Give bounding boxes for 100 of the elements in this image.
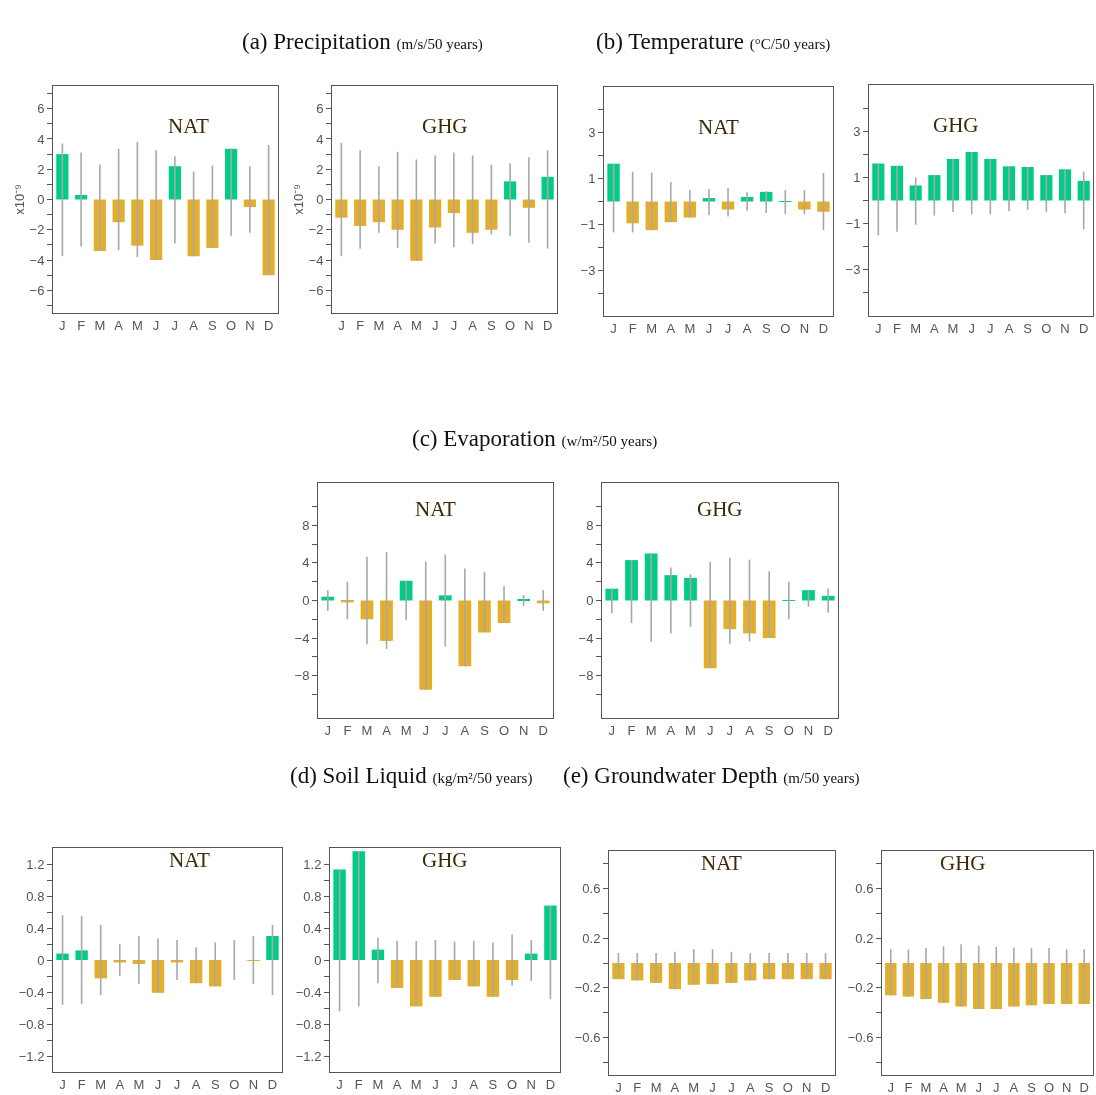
x-tick-label: M: [361, 722, 373, 738]
y-tick-label: −4: [294, 630, 310, 646]
x-tick-label: O: [226, 317, 237, 333]
x-tick-label: A: [114, 317, 124, 333]
x-tick-label: F: [627, 722, 636, 738]
x-tick-label: M: [920, 1079, 932, 1095]
x-tick-label: S: [1027, 1079, 1037, 1095]
x-tick-label: A: [670, 1079, 680, 1095]
x-tick-label: J: [887, 1079, 895, 1095]
x-tick-label: N: [799, 320, 810, 336]
x-tick-label: A: [666, 722, 676, 738]
y-tick-label: −8: [294, 668, 310, 684]
x-tick-label: M: [410, 1076, 422, 1092]
bar: [928, 175, 941, 201]
x-tick-label: S: [208, 317, 218, 333]
x-tick-label: J: [706, 722, 714, 738]
y-tick-label: −0.4: [18, 984, 45, 1000]
y-tick-label: 6: [37, 101, 45, 117]
bar: [872, 163, 885, 201]
x-tick-label: J: [608, 722, 616, 738]
x-tick-label: M: [650, 1079, 662, 1095]
x-tick-label: A: [468, 317, 478, 333]
chart-title: NAT: [701, 851, 742, 875]
bar: [984, 158, 997, 201]
x-tick-label: J: [993, 1079, 1000, 1095]
y-tick-label: −0.2: [847, 980, 874, 996]
x-tick-label: A: [382, 722, 392, 738]
x-tick-label: D: [542, 317, 553, 333]
bar: [817, 201, 830, 212]
x-tick-label: O: [507, 1076, 518, 1092]
y-tick-label: −3: [845, 262, 861, 278]
y-tick-label: −1: [845, 216, 861, 232]
x-tick-label: A: [939, 1079, 949, 1095]
y-tick-label: 4: [302, 555, 310, 571]
y-tick-label: 0: [314, 952, 322, 968]
text: (b) Temperature (°C/50 years): [596, 29, 831, 54]
y-tick-label: −1: [580, 216, 596, 232]
y-axis-title: x10⁻⁹: [11, 184, 27, 215]
bar: [541, 176, 554, 200]
x-tick-label: N: [248, 1076, 259, 1092]
x-tick-label: J: [432, 1076, 439, 1092]
x-tick-label: M: [910, 320, 922, 336]
bar: [802, 590, 815, 601]
x-tick-label: J: [152, 317, 160, 333]
x-tick-label: S: [764, 722, 774, 738]
bar: [1021, 167, 1034, 201]
x-tick-label: M: [372, 1076, 384, 1092]
chart-title: GHG: [940, 851, 986, 875]
x-tick-label: O: [229, 1076, 240, 1092]
y-tick-label: −2: [308, 222, 324, 238]
x-tick-label: J: [171, 317, 179, 333]
y-tick-label: 0: [302, 593, 310, 609]
x-tick-label: A: [393, 317, 403, 333]
bar: [131, 199, 144, 246]
chart-title: NAT: [169, 848, 210, 872]
x-tick-label: J: [59, 317, 66, 333]
x-tick-label: S: [480, 722, 490, 738]
x-tick-label: A: [460, 722, 470, 738]
x-tick-label: N: [802, 1079, 812, 1095]
x-tick-label: J: [338, 317, 345, 333]
x-tick-label: N: [526, 1076, 536, 1092]
bar: [335, 199, 348, 218]
y-tick-label: 1.2: [303, 856, 322, 872]
x-tick-label: M: [688, 1079, 700, 1095]
y-tick-label: 0: [586, 593, 594, 609]
bar: [743, 600, 756, 634]
x-tick-label: N: [1061, 1079, 1072, 1095]
x-tick-label: D: [267, 1076, 278, 1092]
bar: [56, 154, 69, 200]
x-tick-label: N: [1060, 320, 1070, 336]
x-tick-label: F: [354, 1076, 363, 1092]
x-tick-label: J: [154, 1076, 162, 1092]
y-tick-label: 0.2: [582, 930, 601, 946]
x-tick-label: O: [498, 722, 510, 738]
x-tick-label: M: [131, 317, 143, 333]
y-tick-label: 0: [37, 952, 45, 968]
x-tick-label: A: [469, 1076, 479, 1092]
x-tick-label: N: [245, 317, 255, 333]
y-tick-label: −4: [308, 252, 324, 268]
x-tick-label: M: [400, 722, 412, 738]
bar: [798, 201, 811, 210]
x-tick-label: J: [875, 320, 882, 336]
x-tick-label: A: [392, 1076, 402, 1092]
y-tick-label: −0.4: [295, 984, 322, 1000]
x-tick-label: S: [487, 317, 497, 333]
bar: [478, 600, 491, 633]
x-tick-label: N: [524, 317, 534, 333]
y-tick-label: 0.2: [855, 930, 874, 946]
x-tick-label: O: [505, 317, 516, 333]
text: GHG: [933, 113, 979, 137]
y-tick-label: −3: [580, 262, 596, 278]
y-tick-label: 8: [586, 517, 594, 533]
y-tick-label: 8: [302, 517, 310, 533]
bar: [625, 560, 638, 601]
y-tick-label: 1: [588, 171, 596, 187]
y-tick-label: 0.6: [855, 880, 874, 896]
x-tick-label: J: [709, 1079, 716, 1095]
y-tick-label: −0.2: [574, 980, 601, 996]
bar: [333, 869, 346, 960]
x-tick-label: A: [115, 1076, 125, 1092]
